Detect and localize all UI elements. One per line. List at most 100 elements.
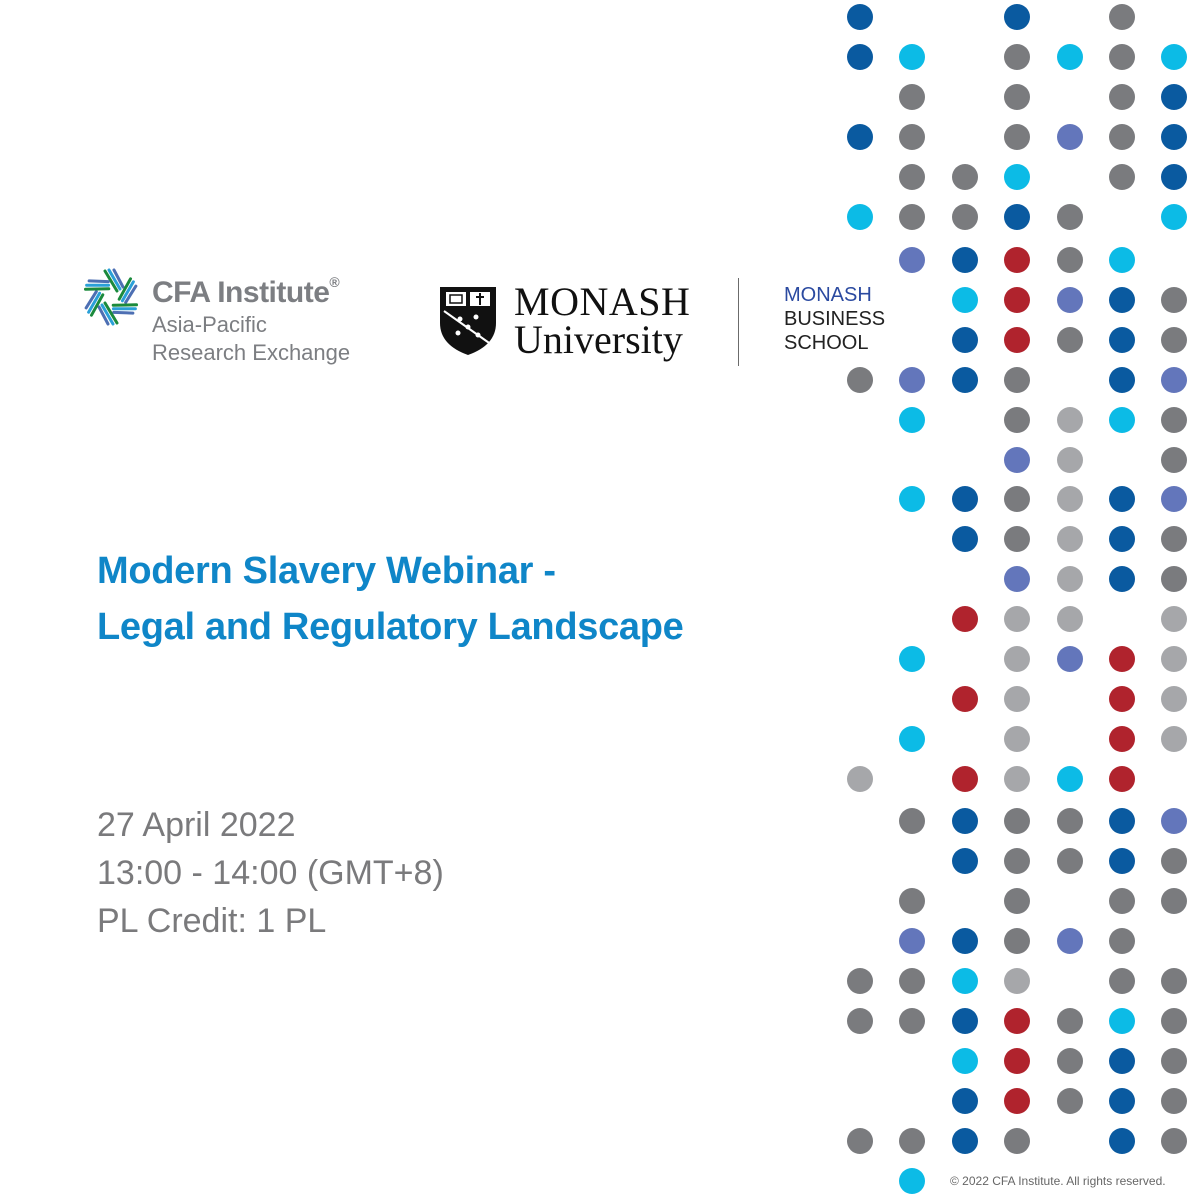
decorative-dot [1109, 1128, 1135, 1154]
decorative-dot [1109, 646, 1135, 672]
decorative-dot [1057, 1008, 1083, 1034]
decorative-dot [1109, 367, 1135, 393]
decorative-dot [1004, 486, 1030, 512]
decorative-dot [899, 888, 925, 914]
decorative-dot [1161, 447, 1187, 473]
decorative-dot [952, 766, 978, 792]
decorative-dot [1109, 928, 1135, 954]
decorative-dot [1004, 247, 1030, 273]
decorative-dot [1004, 1008, 1030, 1034]
decorative-dot [1161, 204, 1187, 230]
event-pl-credit: PL Credit: 1 PL [97, 902, 327, 940]
decorative-dot [1057, 606, 1083, 632]
decorative-dot [1057, 646, 1083, 672]
decorative-dot [1004, 407, 1030, 433]
decorative-dot [1161, 1048, 1187, 1074]
decorative-dot [1109, 1048, 1135, 1074]
decorative-dot [847, 44, 873, 70]
decorative-dot [1057, 44, 1083, 70]
decorative-dot [899, 1168, 925, 1194]
decorative-dot [1057, 566, 1083, 592]
decorative-dot [1161, 327, 1187, 353]
decorative-dot [1057, 124, 1083, 150]
cfa-institute-name: CFA Institute® [152, 274, 340, 309]
decorative-dot [1161, 848, 1187, 874]
decorative-dot [847, 204, 873, 230]
decorative-dot [1057, 247, 1083, 273]
decorative-dot [952, 247, 978, 273]
decorative-dot [1109, 566, 1135, 592]
event-title-line2: Legal and Regulatory Landscape [97, 606, 684, 648]
decorative-dot [1004, 606, 1030, 632]
decorative-dot [1161, 287, 1187, 313]
logo-divider [738, 278, 739, 366]
decorative-dot [1004, 367, 1030, 393]
decorative-dot [1109, 164, 1135, 190]
decorative-dot [1109, 888, 1135, 914]
decorative-dot [899, 726, 925, 752]
decorative-dot [899, 808, 925, 834]
decorative-dot [1109, 4, 1135, 30]
decorative-dot [1004, 808, 1030, 834]
decorative-dot [1109, 407, 1135, 433]
decorative-dot [1057, 287, 1083, 313]
decorative-dot [952, 287, 978, 313]
cfa-institute-logo: CFA Institute® Asia-Pacific Research Exc… [80, 266, 380, 376]
decorative-dot [1161, 1088, 1187, 1114]
decorative-dot [1109, 1088, 1135, 1114]
decorative-dot [1109, 84, 1135, 110]
decorative-dot [1109, 287, 1135, 313]
decorative-dot [1057, 1088, 1083, 1114]
decorative-dot [1161, 407, 1187, 433]
decorative-dot [1004, 4, 1030, 30]
event-time: 13:00 - 14:00 (GMT+8) [97, 854, 444, 892]
decorative-dot [847, 1008, 873, 1034]
decorative-dot [847, 1128, 873, 1154]
decorative-dot [1004, 327, 1030, 353]
decorative-dot [1057, 204, 1083, 230]
decorative-dot [1057, 526, 1083, 552]
decorative-dot [1109, 44, 1135, 70]
decorative-dot [899, 204, 925, 230]
decorative-dot [847, 367, 873, 393]
decorative-dot [1004, 566, 1030, 592]
decorative-dot [1109, 726, 1135, 752]
decorative-dot [952, 1048, 978, 1074]
decorative-dot [899, 124, 925, 150]
decorative-dot [1109, 247, 1135, 273]
decorative-dot [1161, 686, 1187, 712]
cfa-star-icon [83, 268, 139, 326]
decorative-dot [952, 606, 978, 632]
decorative-dot [1161, 726, 1187, 752]
cfa-subtitle-line2: Research Exchange [152, 340, 351, 365]
copyright-notice: © 2022 CFA Institute. All rights reserve… [950, 1174, 1166, 1188]
decorative-dot [952, 367, 978, 393]
decorative-dot [1109, 848, 1135, 874]
decorative-dot [847, 4, 873, 30]
decorative-dot [1161, 164, 1187, 190]
decorative-dot [1004, 968, 1030, 994]
decorative-dot [952, 204, 978, 230]
decorative-dot [1109, 526, 1135, 552]
event-title-line1: Modern Slavery Webinar - [97, 550, 556, 592]
decorative-dot [1057, 447, 1083, 473]
decorative-dot [952, 848, 978, 874]
decorative-dot [1109, 968, 1135, 994]
decorative-dot [1161, 1008, 1187, 1034]
decorative-dot [1057, 327, 1083, 353]
decorative-dot [1109, 686, 1135, 712]
decorative-dot [899, 84, 925, 110]
decorative-dot [1161, 486, 1187, 512]
decorative-dot [1004, 204, 1030, 230]
decorative-dot [1057, 486, 1083, 512]
decorative-dot [1004, 726, 1030, 752]
decorative-dot [1004, 646, 1030, 672]
decorative-dot [1161, 124, 1187, 150]
decorative-dot [899, 367, 925, 393]
decorative-dot [1004, 888, 1030, 914]
decorative-dot [952, 686, 978, 712]
decorative-dot [899, 1008, 925, 1034]
decorative-dot [952, 1008, 978, 1034]
decorative-dot [1161, 968, 1187, 994]
